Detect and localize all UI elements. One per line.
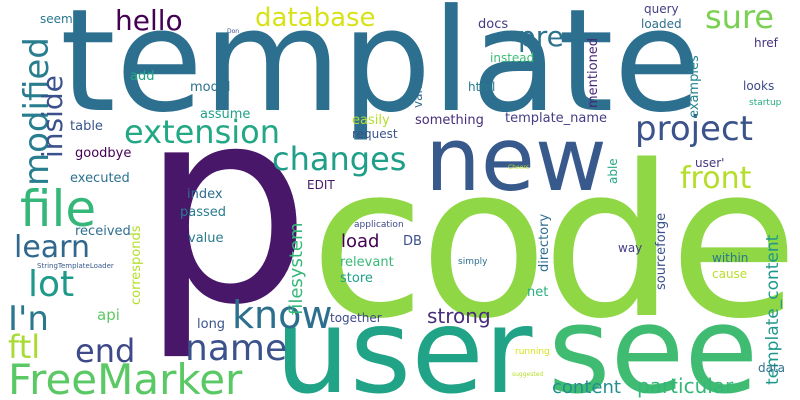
word-request: request	[352, 127, 398, 141]
word-easily: easily	[352, 113, 390, 128]
word-html: html	[468, 80, 495, 94]
word-startup: startup	[749, 98, 782, 108]
word-user: user	[275, 282, 533, 400]
word-p: p	[140, 49, 311, 364]
word-variable: variable	[411, 60, 425, 108]
word-edit: EDIT	[307, 178, 335, 192]
word-directory: directory	[537, 214, 552, 272]
word-table: table	[70, 119, 103, 134]
word-index: index	[187, 187, 223, 202]
word-seems: seems	[40, 12, 79, 26]
word-passed: passed	[180, 205, 226, 220]
word-data: data	[758, 361, 785, 375]
word-suggested: suggested	[512, 371, 543, 378]
word-filesystem: filesystem	[286, 223, 307, 316]
word-lot: lot	[28, 264, 74, 305]
word-don: Don	[227, 28, 239, 35]
word-corresponds: corresponds	[129, 225, 144, 305]
word-simply: simply	[458, 257, 488, 267]
word-way: way	[618, 241, 642, 255]
word-stringtemplateloader: StringTemplateLoader	[37, 262, 114, 270]
word-add: add	[130, 69, 154, 84]
word-in: I'n	[8, 299, 49, 339]
word-href: href	[754, 36, 779, 50]
word-assume: assume	[200, 107, 250, 122]
word-examples: examples	[687, 55, 702, 118]
word-learn: learn	[14, 230, 90, 265]
word-file: file	[20, 180, 96, 238]
word-project: project	[635, 109, 753, 149]
word-hello: hello	[115, 4, 183, 37]
word-long: long	[197, 317, 225, 332]
word-within: within	[712, 251, 748, 265]
word-loaded: loaded	[641, 17, 682, 31]
word-docs: docs	[478, 17, 508, 32]
word-running-h: running	[515, 347, 550, 357]
word-api: api	[97, 306, 120, 324]
word-changes: changes	[272, 140, 406, 178]
word-name: name	[185, 328, 287, 369]
word-executed: executed	[70, 171, 130, 186]
word-cheers: Cheers	[508, 164, 529, 171]
word-able: able	[606, 158, 620, 184]
word-model: model	[190, 80, 230, 95]
word-template-content: template_content	[763, 234, 783, 385]
word-particular: particular	[637, 374, 734, 398]
word-application: application	[354, 220, 404, 230]
word-strong: strong	[427, 304, 491, 328]
word-code: code	[310, 120, 792, 365]
word-end: end	[75, 332, 135, 370]
word-mentioned: mentioned	[586, 38, 601, 108]
word-sourceforge: sourceforge	[654, 213, 669, 290]
word-extension: extension	[124, 113, 280, 151]
word-goodbye: goodbye	[75, 146, 131, 161]
word-user-quote: user'	[695, 156, 724, 170]
word-see: see	[548, 282, 758, 400]
word-received: received	[75, 224, 131, 239]
word-db: DB	[403, 234, 422, 249]
word-freemarker: FreeMarker	[8, 355, 243, 400]
word-sure: sure	[705, 0, 774, 36]
word-net: net	[527, 285, 548, 300]
word-modified: modified	[17, 37, 57, 186]
word-know: know	[232, 293, 332, 337]
word-inside: inside	[36, 75, 69, 158]
word-template-name: template_name	[505, 111, 607, 126]
word-front: front	[680, 161, 752, 196]
word-content: content	[552, 377, 621, 398]
word-instead: instead	[490, 51, 534, 65]
word-relevant: relevant	[340, 255, 394, 270]
word-cause: cause	[712, 267, 747, 281]
word-store: store	[340, 271, 373, 286]
word-new: new	[425, 108, 607, 211]
word-template: template	[60, 0, 701, 144]
word-looks: looks	[743, 79, 774, 93]
word-pre: pre	[518, 20, 564, 53]
word-database: database	[255, 3, 376, 33]
word-something: something	[415, 113, 484, 128]
word-together: together	[330, 311, 382, 325]
word-query: query	[644, 2, 679, 16]
word-ftl: ftl	[8, 328, 40, 366]
word-value: value	[188, 231, 224, 246]
word-load: load	[341, 231, 379, 252]
